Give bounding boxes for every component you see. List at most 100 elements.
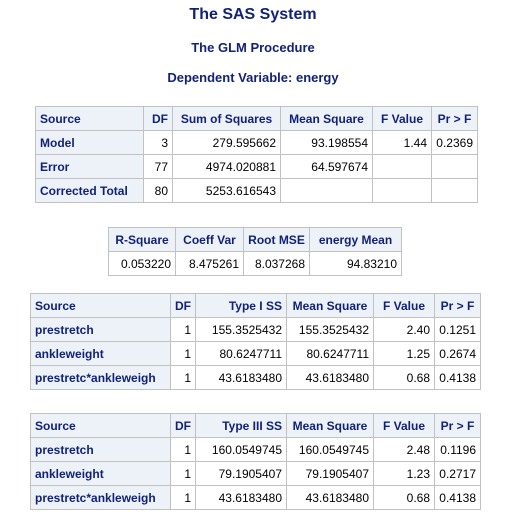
- cell-df: 1: [170, 341, 196, 366]
- type3-header-df: DF: [170, 413, 196, 438]
- table-row: Corrected Total 80 5253.616543: [35, 178, 478, 203]
- cell-ms: 64.597674: [280, 154, 373, 179]
- cell-f: 0.68: [373, 365, 435, 390]
- cell-ms: 93.198554: [280, 130, 373, 155]
- type1-header-source: Source: [30, 293, 171, 318]
- cell-ss: 279.595662: [172, 130, 281, 155]
- cell-df: 1: [170, 485, 196, 510]
- dependent-variable-title: Dependent Variable: energy: [167, 70, 339, 85]
- cell-p: 0.2717: [434, 461, 481, 486]
- anova-header-ms: Mean Square: [280, 106, 373, 131]
- cell-p: 0.2369: [431, 130, 478, 155]
- cell-f: 1.44: [372, 130, 432, 155]
- cell-p: [431, 154, 478, 179]
- cell-ss: 160.0549745: [195, 437, 287, 462]
- cell-f: 2.40: [373, 317, 435, 342]
- cell-ss: 4974.020881: [172, 154, 281, 179]
- type3-header-ms: Mean Square: [286, 413, 374, 438]
- cell-df: 1: [170, 365, 196, 390]
- type3-header-ss: Type III SS: [195, 413, 287, 438]
- table-row: prestretc*ankleweigh 1 43.6183480 43.618…: [30, 365, 481, 390]
- fit-header-coeffvar: Coeff Var: [175, 227, 244, 252]
- cell-ms: 155.3525432: [286, 317, 374, 342]
- type3-header-source: Source: [30, 413, 171, 438]
- cell-df: 80: [143, 178, 173, 203]
- cell-ms: 80.6247711: [286, 341, 374, 366]
- anova-header-f: F Value: [372, 106, 432, 131]
- table-row: 0.053220 8.475261 8.037268 94.83210: [108, 251, 402, 276]
- cell-p: 0.1251: [434, 317, 481, 342]
- cell-ms: 160.0549745: [286, 437, 374, 462]
- cell-p: 0.1196: [434, 437, 481, 462]
- cell-ss: 43.6183480: [195, 485, 287, 510]
- type3-header-p: Pr > F: [434, 413, 481, 438]
- table-row: Model 3 279.595662 93.198554 1.44 0.2369: [35, 130, 478, 155]
- cell-df: 1: [170, 437, 196, 462]
- type1-header-df: DF: [170, 293, 196, 318]
- cell-f: 1.25: [373, 341, 435, 366]
- table-row: prestretc*ankleweigh 1 43.6183480 43.618…: [30, 485, 481, 510]
- type3-header-f: F Value: [373, 413, 435, 438]
- type1-header-f: F Value: [373, 293, 435, 318]
- type1-header-ss: Type I SS: [195, 293, 287, 318]
- table-row: ankleweight 1 80.6247711 80.6247711 1.25…: [30, 341, 481, 366]
- anova-table: Source DF Sum of Squares Mean Square F V…: [35, 106, 478, 203]
- row-source: prestretch: [30, 317, 171, 342]
- cell-df: 1: [170, 317, 196, 342]
- row-source: Model: [35, 130, 144, 155]
- cell-rsquare: 0.053220: [108, 251, 176, 276]
- cell-ms: 43.6183480: [286, 365, 374, 390]
- row-source: prestretc*ankleweigh: [30, 485, 171, 510]
- fit-header-rootmse: Root MSE: [243, 227, 310, 252]
- row-source: Corrected Total: [35, 178, 144, 203]
- type1-ss-table: Source DF Type I SS Mean Square F Value …: [30, 293, 481, 390]
- type1-header-ms: Mean Square: [286, 293, 374, 318]
- fit-header-mean: energy Mean: [309, 227, 402, 252]
- anova-header-source: Source: [35, 106, 144, 131]
- cell-ms: [280, 178, 373, 203]
- cell-f: 2.48: [373, 437, 435, 462]
- type3-ss-table: Source DF Type III SS Mean Square F Valu…: [30, 413, 481, 510]
- cell-df: 3: [143, 130, 173, 155]
- cell-coeffvar: 8.475261: [175, 251, 244, 276]
- anova-header-p: Pr > F: [431, 106, 478, 131]
- cell-ss: 155.3525432: [195, 317, 287, 342]
- cell-f: [372, 154, 432, 179]
- table-row: ankleweight 1 79.1905407 79.1905407 1.23…: [30, 461, 481, 486]
- type1-header-row: Source DF Type I SS Mean Square F Value …: [30, 293, 481, 318]
- cell-ms: 79.1905407: [286, 461, 374, 486]
- cell-f: 1.23: [373, 461, 435, 486]
- cell-f: [372, 178, 432, 203]
- table-row: prestretch 1 155.3525432 155.3525432 2.4…: [30, 317, 481, 342]
- anova-header-df: DF: [143, 106, 173, 131]
- cell-df: 77: [143, 154, 173, 179]
- cell-ss: 5253.616543: [172, 178, 281, 203]
- cell-p: 0.4138: [434, 485, 481, 510]
- type3-header-row: Source DF Type III SS Mean Square F Valu…: [30, 413, 481, 438]
- fit-header-row: R-Square Coeff Var Root MSE energy Mean: [108, 227, 402, 252]
- cell-p: 0.4138: [434, 365, 481, 390]
- cell-mean: 94.83210: [309, 251, 402, 276]
- cell-ss: 80.6247711: [195, 341, 287, 366]
- row-source: ankleweight: [30, 341, 171, 366]
- row-source: ankleweight: [30, 461, 171, 486]
- fit-statistics-table: R-Square Coeff Var Root MSE energy Mean …: [108, 227, 402, 276]
- cell-ss: 79.1905407: [195, 461, 287, 486]
- anova-header-row: Source DF Sum of Squares Mean Square F V…: [35, 106, 478, 131]
- procedure-title: The GLM Procedure: [191, 40, 315, 55]
- cell-p: [431, 178, 478, 203]
- type1-header-p: Pr > F: [434, 293, 481, 318]
- cell-ms: 43.6183480: [286, 485, 374, 510]
- fit-header-rsquare: R-Square: [108, 227, 176, 252]
- cell-ss: 43.6183480: [195, 365, 287, 390]
- anova-header-ss: Sum of Squares: [172, 106, 281, 131]
- system-title: The SAS System: [189, 6, 317, 23]
- cell-p: 0.2674: [434, 341, 481, 366]
- row-source: prestretc*ankleweigh: [30, 365, 171, 390]
- table-row: prestretch 1 160.0549745 160.0549745 2.4…: [30, 437, 481, 462]
- table-row: Error 77 4974.020881 64.597674: [35, 154, 478, 179]
- row-source: prestretch: [30, 437, 171, 462]
- cell-f: 0.68: [373, 485, 435, 510]
- cell-rootmse: 8.037268: [243, 251, 310, 276]
- cell-df: 1: [170, 461, 196, 486]
